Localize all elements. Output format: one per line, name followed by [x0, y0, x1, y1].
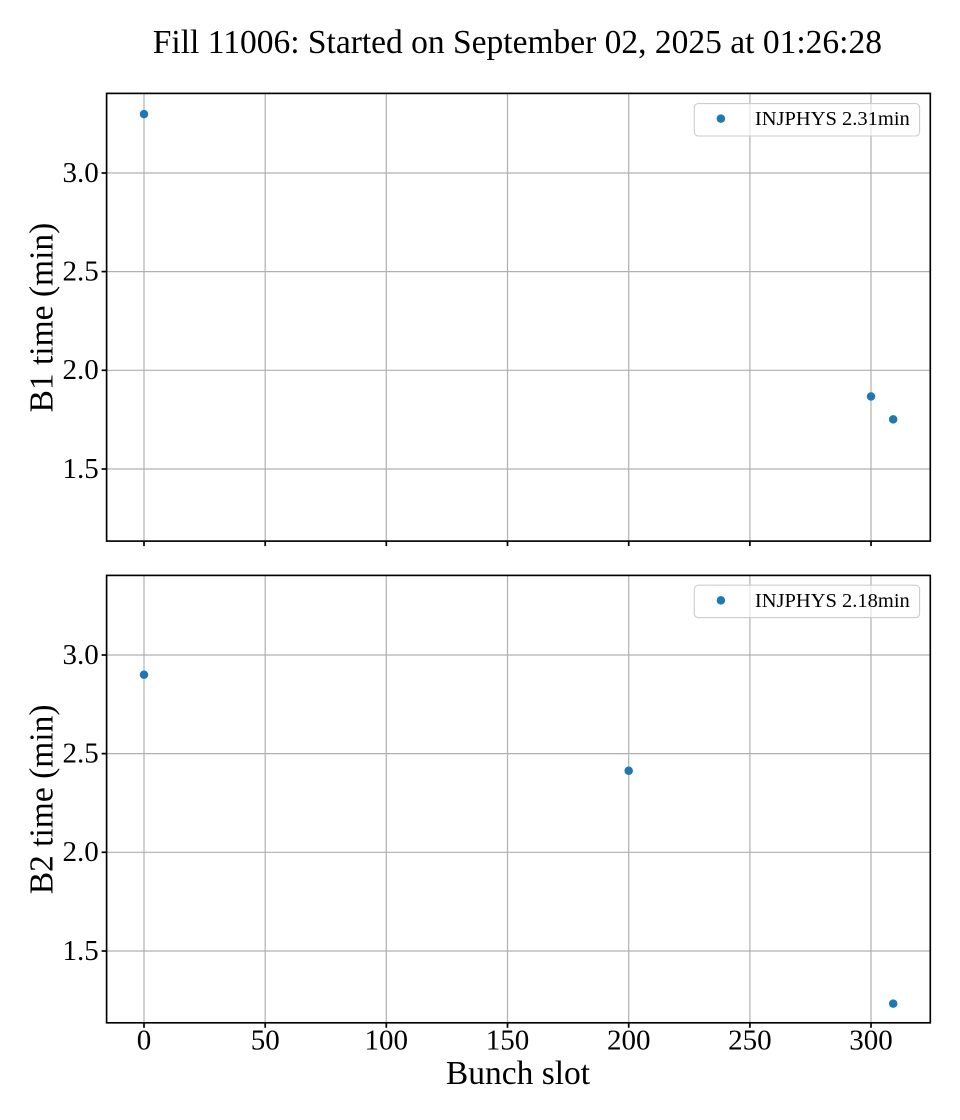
- svg-text:Fill 11006: Started on Septemb: Fill 11006: Started on September 02, 202…: [153, 24, 882, 61]
- svg-text:150: 150: [486, 1025, 530, 1057]
- svg-text:250: 250: [728, 1025, 772, 1057]
- svg-text:INJPHYS 2.31min: INJPHYS 2.31min: [755, 108, 910, 130]
- svg-text:50: 50: [251, 1025, 280, 1057]
- svg-text:1.5: 1.5: [62, 453, 98, 485]
- svg-text:INJPHYS 2.18min: INJPHYS 2.18min: [755, 590, 910, 612]
- svg-text:2.0: 2.0: [62, 354, 98, 386]
- svg-text:2.5: 2.5: [62, 256, 98, 288]
- svg-text:2.5: 2.5: [62, 738, 98, 770]
- svg-text:Bunch slot: Bunch slot: [446, 1055, 591, 1092]
- svg-text:B2 time (min): B2 time (min): [24, 704, 61, 894]
- svg-text:0: 0: [137, 1025, 152, 1057]
- svg-text:100: 100: [365, 1025, 409, 1057]
- svg-text:1.5: 1.5: [62, 935, 98, 967]
- svg-text:2.0: 2.0: [62, 836, 98, 868]
- svg-text:3.0: 3.0: [62, 157, 98, 189]
- svg-text:300: 300: [849, 1025, 893, 1057]
- svg-text:200: 200: [607, 1025, 651, 1057]
- svg-text:B1 time (min): B1 time (min): [24, 223, 61, 413]
- svg-text:3.0: 3.0: [62, 639, 98, 671]
